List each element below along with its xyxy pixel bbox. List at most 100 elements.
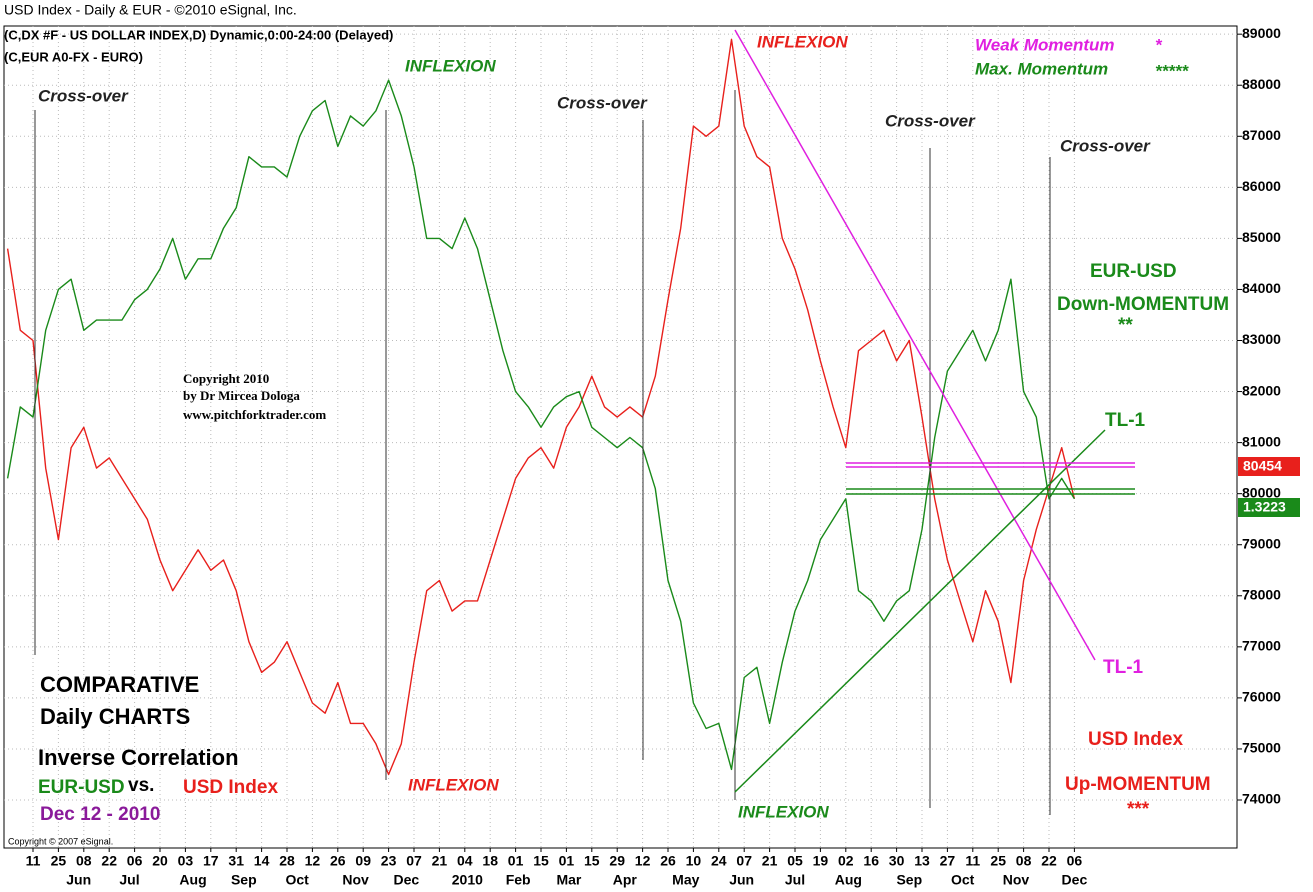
annotation: Cross-over	[1060, 136, 1151, 155]
y-tick-label: 86000	[1242, 178, 1281, 194]
annotation: INFLEXION	[405, 56, 496, 75]
x-month-label: Mar	[556, 872, 581, 888]
annotation: INFLEXION	[408, 775, 499, 794]
annotation: INFLEXION	[738, 802, 829, 821]
series-layer	[6, 38, 1076, 776]
x-tick-label: 15	[533, 853, 549, 869]
y-tick-label: 75000	[1242, 740, 1281, 756]
annotation: TL-1	[1105, 410, 1146, 431]
x-tick-label: 17	[203, 853, 219, 869]
price-label: 80454	[1243, 458, 1282, 474]
trend-line	[734, 29, 1096, 661]
y-tick-label: 78000	[1242, 586, 1281, 602]
x-tick-label: 25	[51, 853, 67, 869]
annotation: Down-MOMENTUM	[1057, 294, 1229, 315]
grid	[4, 26, 1237, 848]
x-tick-label: 12	[305, 853, 321, 869]
copyright: www.pitchforktrader.com	[183, 407, 326, 422]
plot-frame	[3, 25, 1238, 849]
x-tick-label: 10	[686, 853, 702, 869]
copyright: by Dr Mircea Dologa	[183, 388, 300, 403]
annotation: TL-1	[1103, 657, 1144, 678]
x-tick-label: 08	[76, 853, 92, 869]
x-month-label: Aug	[835, 872, 862, 888]
x-tick-label: 21	[762, 853, 778, 869]
x-month-label: Nov	[1003, 872, 1030, 888]
series-line	[6, 79, 1075, 771]
x-month-label: Jul	[119, 872, 139, 888]
y-tick-label: 85000	[1242, 229, 1281, 245]
y-tick-label: 81000	[1242, 433, 1281, 449]
x-tick-label: 11	[965, 853, 980, 869]
price-label: 1.3223	[1243, 499, 1286, 515]
x-tick-label: 02	[838, 853, 854, 869]
legend-label: *	[1155, 35, 1163, 54]
annotation: Cross-over	[885, 111, 976, 130]
x-month-label: Feb	[506, 872, 531, 888]
copyright: Copyright © 2007 eSignal.	[8, 836, 113, 846]
x-tick-label: 23	[381, 853, 397, 869]
y-tick-label: 82000	[1242, 382, 1281, 398]
x-tick-label: 08	[1016, 853, 1032, 869]
y-tick-label: 84000	[1242, 280, 1281, 296]
annotation: USD Index	[1088, 729, 1183, 750]
y-tick-label: 79000	[1242, 535, 1281, 551]
x-tick-label: 03	[178, 853, 194, 869]
x-tick-label: 22	[101, 853, 117, 869]
x-month-label: Oct	[951, 872, 975, 888]
x-month-label: Sep	[231, 872, 257, 888]
annotation: **	[1118, 315, 1133, 336]
x-tick-label: 16	[863, 853, 879, 869]
x-month-label: Dec	[394, 872, 420, 888]
x-tick-label: 19	[813, 853, 829, 869]
x-tick-label: 18	[482, 853, 498, 869]
subtitle: (C,DX #F - US DOLLAR INDEX,D) Dynamic,0:…	[4, 27, 393, 42]
caption: COMPARATIVE	[40, 672, 199, 697]
annotation: EUR-USD	[1090, 261, 1177, 282]
caption: EUR-USD	[38, 777, 125, 798]
x-month-label: Nov	[342, 872, 369, 888]
x-tick-label: 13	[914, 853, 930, 869]
caption: Daily CHARTS	[40, 704, 190, 729]
caption: vs.	[128, 775, 154, 796]
x-tick-label: 26	[330, 853, 346, 869]
x-month-label: Aug	[179, 872, 206, 888]
series-line	[6, 38, 1076, 776]
x-tick-label: 01	[559, 853, 575, 869]
drawings	[34, 29, 1135, 815]
annotation: INFLEXION	[757, 32, 848, 51]
legend-label: *****	[1155, 61, 1189, 80]
x-tick-label: 30	[889, 853, 905, 869]
x-tick-label: 06	[1067, 853, 1083, 869]
x-tick-label: 21	[432, 853, 448, 869]
price-box	[1238, 498, 1300, 517]
price-box	[1238, 457, 1300, 476]
annotation: ***	[1127, 799, 1150, 820]
y-tick-label: 89000	[1242, 25, 1281, 41]
x-month-label: Jun	[66, 872, 91, 888]
annotation: Up-MOMENTUM	[1065, 774, 1211, 795]
x-month-label: May	[672, 872, 699, 888]
x-tick-label: 04	[457, 853, 473, 869]
x-tick-label: 15	[584, 853, 600, 869]
x-tick-label: 09	[355, 853, 371, 869]
x-tick-label: 29	[609, 853, 625, 869]
x-tick-label: 31	[228, 853, 244, 869]
annotation: Cross-over	[38, 86, 129, 105]
x-month-label: Apr	[613, 872, 638, 888]
x-tick-label: 12	[635, 853, 651, 869]
y-tick-label: 76000	[1242, 689, 1281, 705]
x-month-label: Oct	[285, 872, 309, 888]
x-tick-label: 24	[711, 853, 727, 869]
x-tick-label: 14	[254, 853, 270, 869]
x-tick-label: 01	[508, 853, 524, 869]
y-tick-label: 83000	[1242, 331, 1281, 347]
y-tick-label: 74000	[1242, 791, 1281, 807]
annotations: Cross-over INFLEXION Cross-over INFLEXIO…	[8, 32, 1229, 846]
caption: Dec 12 - 2010	[40, 804, 160, 825]
annotation: Cross-over	[557, 93, 648, 112]
x-tick-label: 28	[279, 853, 295, 869]
x-month-label: Jul	[785, 872, 805, 888]
